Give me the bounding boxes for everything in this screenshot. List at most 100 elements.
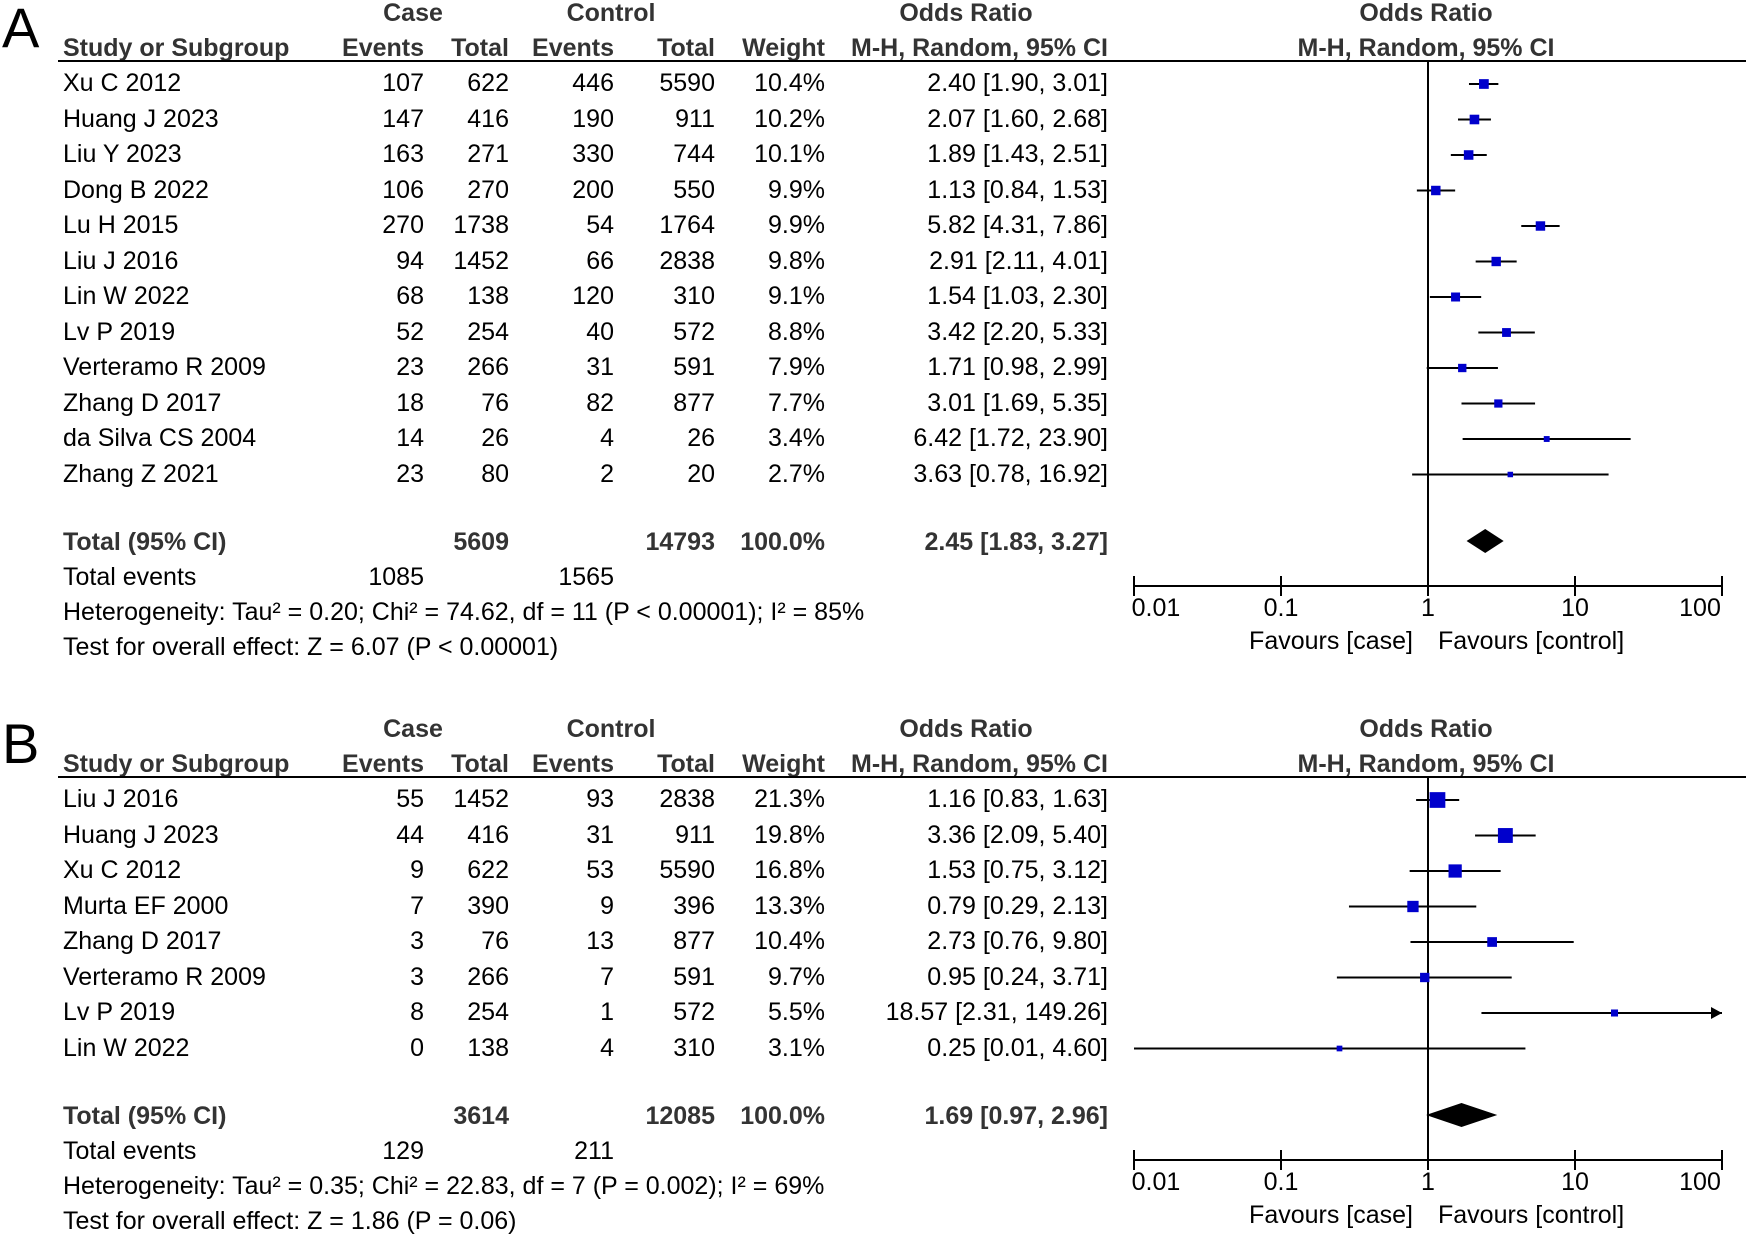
control-total: 5590 [659,856,715,884]
study-marker [1507,471,1514,478]
case-events: 68 [396,282,424,310]
case-events: 23 [396,353,424,381]
control-total: 591 [673,962,715,991]
total-weight: 100.0% [740,1102,825,1130]
x-axis-tick-label: 0.1 [1264,594,1299,622]
control-events: 9 [600,891,614,920]
study-weight: 3.4% [768,424,825,452]
study-marker [1494,399,1503,408]
control-total: 5590 [659,69,715,97]
case-total: 26 [481,424,509,452]
study-marker [1431,185,1441,196]
odds-ratio-ci: 1.16 [0.83, 1.63] [927,785,1108,813]
panel-letter: B [2,712,40,775]
study-name: Zhang Z 2021 [63,459,219,488]
study-name: Verteramo R 2009 [63,962,266,991]
case-total: 76 [481,388,509,417]
forest-plot-area: 0.01 0.1 1 10 100 Favours [case] Favours [cont… [1132,62,1723,655]
control-events: 190 [572,104,614,133]
favours-control-label: Favours [control] [1438,627,1624,655]
study-marker [1407,900,1419,913]
case-total: 138 [467,282,509,310]
odds-ratio-ci: 3.63 [0.78, 16.92] [913,459,1108,488]
case-events: 106 [382,175,424,204]
case-total: 270 [467,175,509,204]
study-weight: 7.9% [768,353,825,381]
case-total: 416 [467,104,509,133]
case-events: 9 [410,856,424,884]
case-events: 55 [396,785,424,813]
study-name: Huang J 2023 [63,820,219,849]
control-total: 310 [673,1033,715,1062]
pooled-diamond [1466,529,1504,553]
study-marker [1469,114,1480,125]
odds-ratio-ci: 0.79 [0.29, 2.13] [927,891,1108,920]
control-events: 66 [586,246,614,275]
study-name: Liu J 2016 [63,785,179,813]
study-name: da Silva CS 2004 [63,424,257,452]
header-control-total: Total [657,34,715,62]
study-weight: 9.7% [768,962,825,991]
control-total: 2838 [659,246,715,275]
control-events: 53 [586,856,614,884]
header-control-total: Total [657,750,715,778]
study-weight: 10.4% [754,69,825,97]
header-control: Control [566,0,656,27]
study-marker [1420,972,1430,983]
study-marker [1487,937,1497,947]
x-axis-tick-label: 0.01 [1132,1168,1181,1196]
study-weight: 13.3% [754,891,825,920]
case-events: 7 [410,891,424,920]
odds-ratio-ci: 2.91 [2.11, 4.01] [929,246,1108,275]
study-marker [1463,150,1474,160]
odds-ratio-ci: 2.73 [0.76, 9.80] [927,927,1108,955]
total-label: Total (95% CI) [63,528,227,556]
header-odds-ratio-right: Odds Ratio [1359,715,1493,743]
case-events: 14 [396,424,424,452]
ci-arrow [1711,1007,1722,1019]
total-events-label: Total events [63,1137,197,1165]
forest-plot-area: 0.01 0.1 1 10 100 Favours [case] Favours [cont… [1132,778,1723,1229]
case-events: 107 [382,69,424,97]
case-total: 254 [467,317,509,346]
study-name: Lin W 2022 [63,282,190,310]
header-case: Case [383,0,443,27]
study-marker [1491,256,1501,267]
study-weight: 5.5% [768,998,825,1026]
header-case: Case [383,715,443,743]
control-total: 396 [673,891,715,920]
study-weight: 19.8% [754,820,825,849]
case-total: 390 [467,891,509,920]
control-total: 310 [673,282,715,310]
control-events: 40 [586,317,614,346]
study-weight: 10.1% [754,140,825,168]
control-events: 200 [572,175,614,204]
study-marker [1497,828,1513,843]
total-ci: 2.45 [1.83, 3.27] [924,528,1108,556]
header-study: Study or Subgroup [63,34,290,62]
study-marker [1448,864,1462,878]
control-total: 591 [673,353,715,381]
case-total: 622 [467,856,509,884]
control-total: 877 [673,927,715,955]
study-name: Zhang D 2017 [63,927,222,955]
study-name: Huang J 2023 [63,104,219,133]
overall-effect-text: Test for overall effect: Z = 6.07 (P < 0… [63,633,559,661]
pooled-diamond [1426,1103,1498,1127]
x-axis-tick-label: 0.1 [1264,1168,1299,1196]
control-events: 330 [572,140,614,168]
favours-case-label: Favours [case] [1249,627,1413,655]
header-method-left: M-H, Random, 95% CI [851,750,1108,778]
favours-control-label: Favours [control] [1438,1201,1624,1229]
total-weight: 100.0% [740,528,825,556]
case-events: 18 [396,388,424,417]
odds-ratio-ci: 1.53 [0.75, 3.12] [927,856,1108,884]
case-events: 44 [396,820,424,849]
study-weight: 3.1% [768,1033,825,1062]
study-weight: 8.8% [768,317,825,346]
odds-ratio-ci: 2.07 [1.60, 2.68] [927,104,1108,133]
header-odds-ratio-left: Odds Ratio [899,715,1033,743]
total-case: 5609 [453,528,509,556]
x-axis-tick-label: 0.01 [1132,594,1181,622]
study-weight: 2.7% [768,459,825,488]
